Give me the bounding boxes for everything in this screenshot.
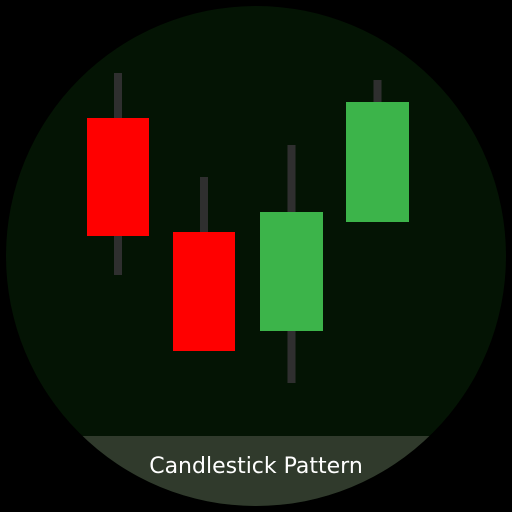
caption-label: Candlestick Pattern [149, 454, 363, 479]
bearish-candle-body [87, 118, 149, 236]
background-circle [6, 6, 506, 506]
candles-group [87, 73, 409, 383]
bullish-candle-body [346, 102, 409, 222]
bearish-candle-body [173, 232, 235, 351]
bullish-candle-body [260, 212, 323, 331]
